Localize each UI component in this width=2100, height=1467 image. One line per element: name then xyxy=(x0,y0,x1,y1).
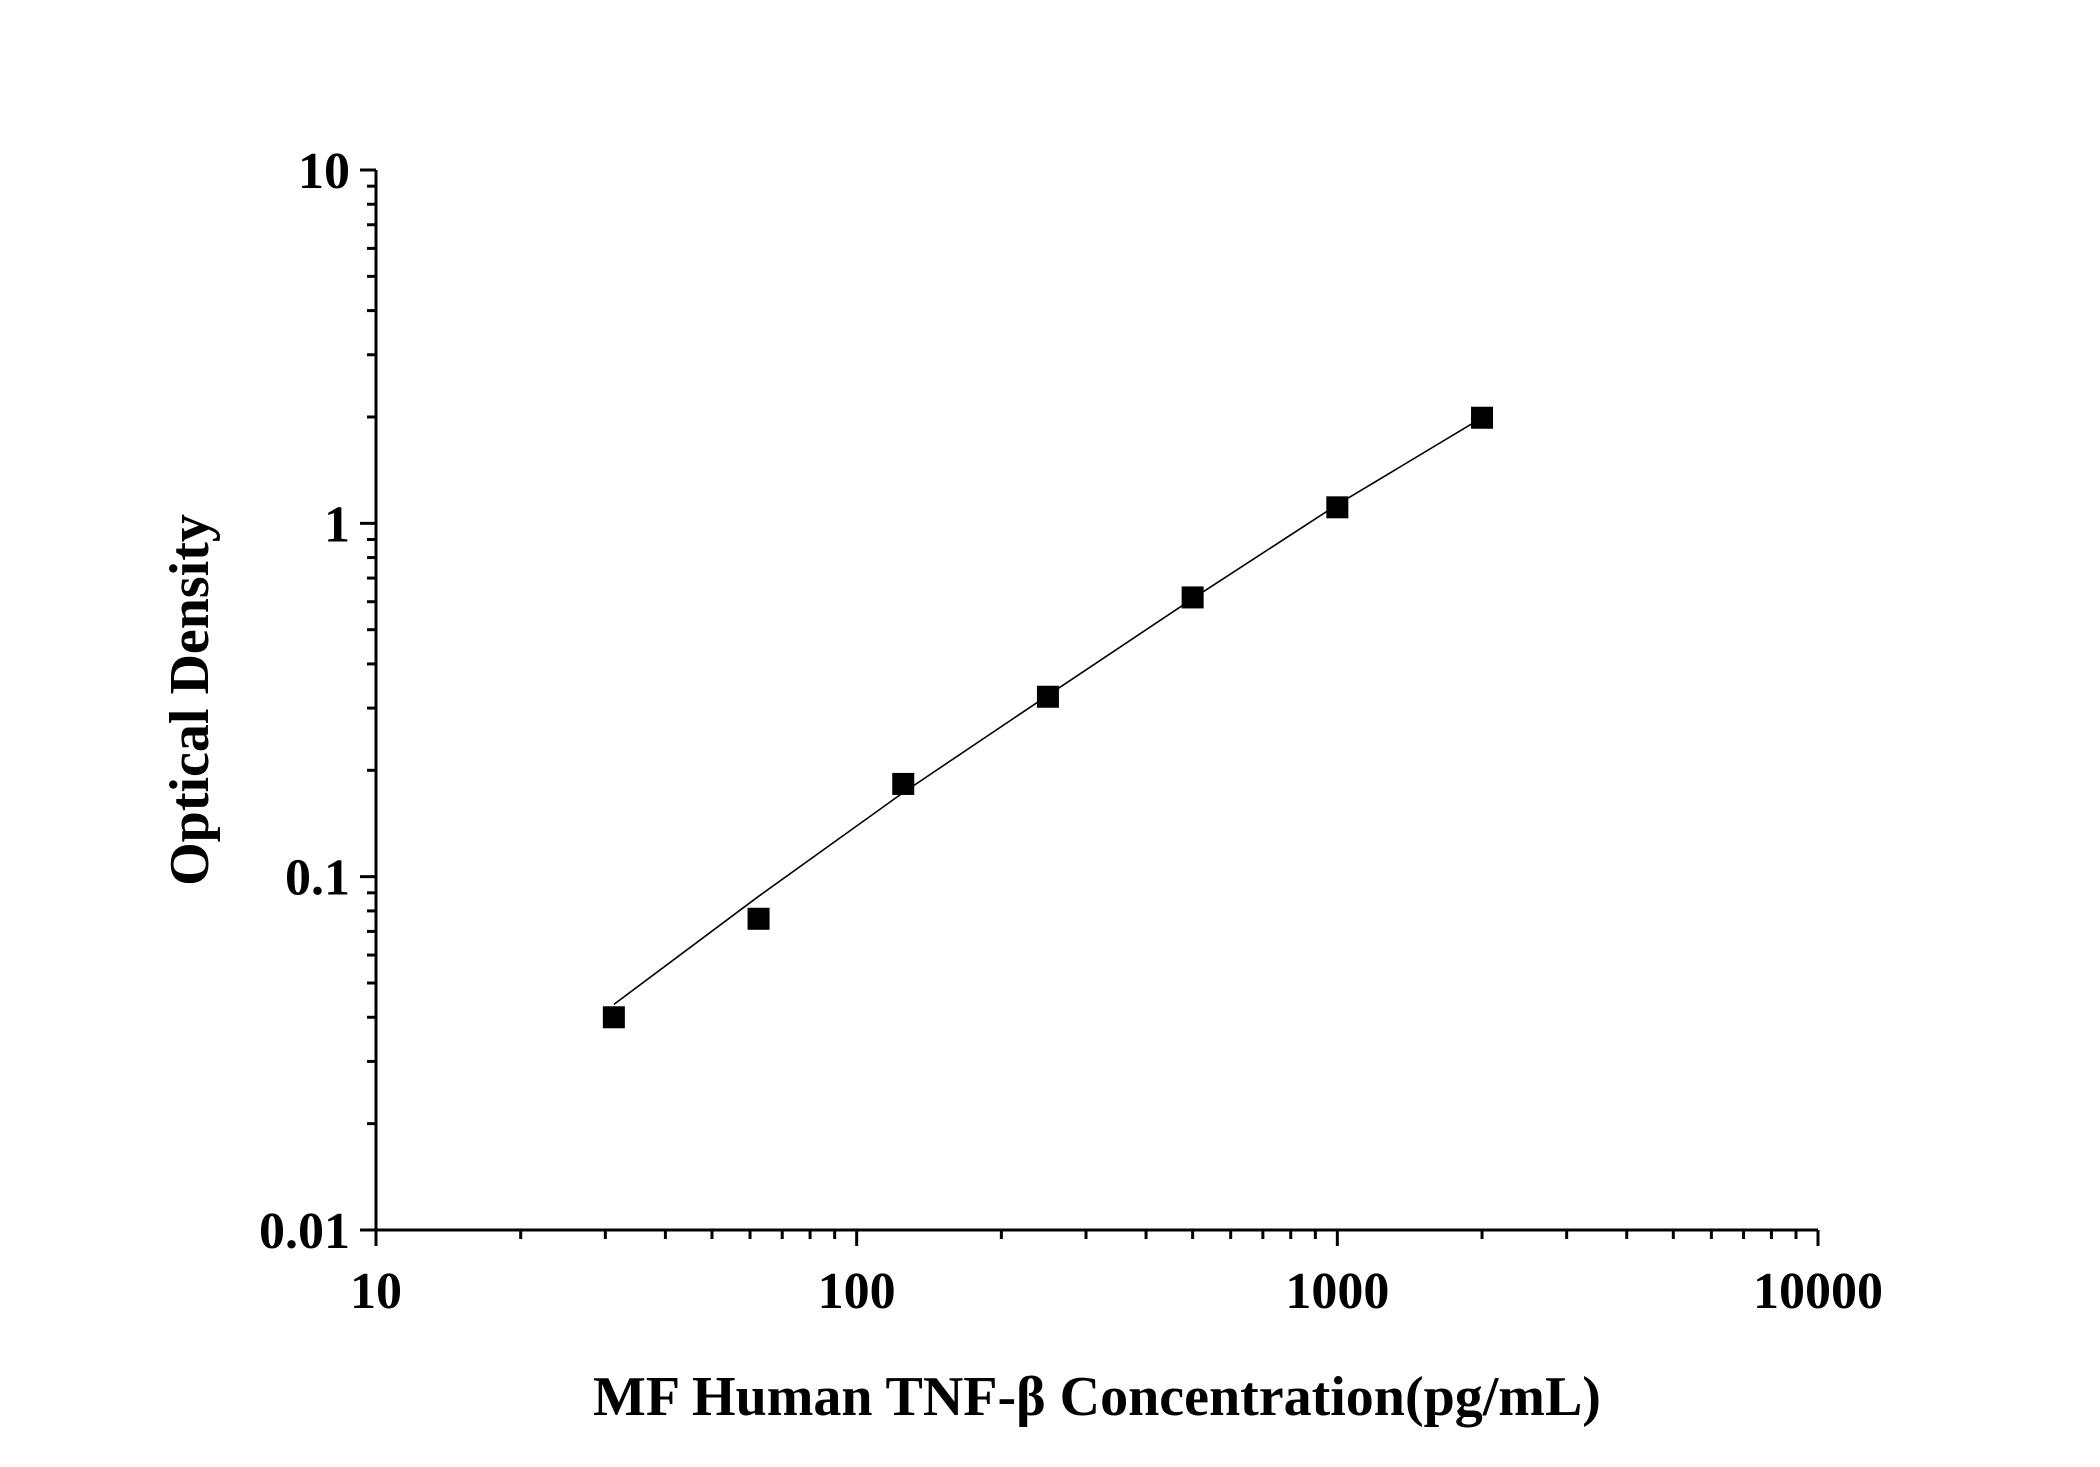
fit-line xyxy=(613,417,1483,1006)
y-tick-label: 10 xyxy=(298,143,350,200)
data-point xyxy=(1181,586,1204,609)
y-tick-label: 1 xyxy=(324,496,350,553)
x-axis-title: MF Human TNF-β Concentration(pg/mL) xyxy=(593,1366,1601,1428)
data-point xyxy=(892,772,915,795)
x-tick-label: 10 xyxy=(350,1263,402,1320)
data-points xyxy=(602,406,1494,1029)
data-point xyxy=(1471,406,1494,429)
data-point xyxy=(747,907,770,930)
minor-ticks xyxy=(367,184,1798,1239)
major-ticks xyxy=(360,168,1820,1246)
x-tick-labels: 10 100 1000 10000 xyxy=(350,1263,1883,1320)
y-axis-title: Optical Density xyxy=(159,514,221,886)
y-tick-labels: 0.01 0.1 1 10 xyxy=(259,143,350,1260)
data-point xyxy=(1036,685,1059,708)
x-tick-label: 10000 xyxy=(1753,1263,1883,1320)
data-point xyxy=(602,1006,625,1029)
x-tick-label: 100 xyxy=(818,1263,896,1320)
data-point xyxy=(1326,496,1349,519)
y-tick-label: 0.01 xyxy=(259,1203,350,1260)
x-tick-label: 1000 xyxy=(1285,1263,1389,1320)
y-tick-label: 0.1 xyxy=(285,850,350,907)
